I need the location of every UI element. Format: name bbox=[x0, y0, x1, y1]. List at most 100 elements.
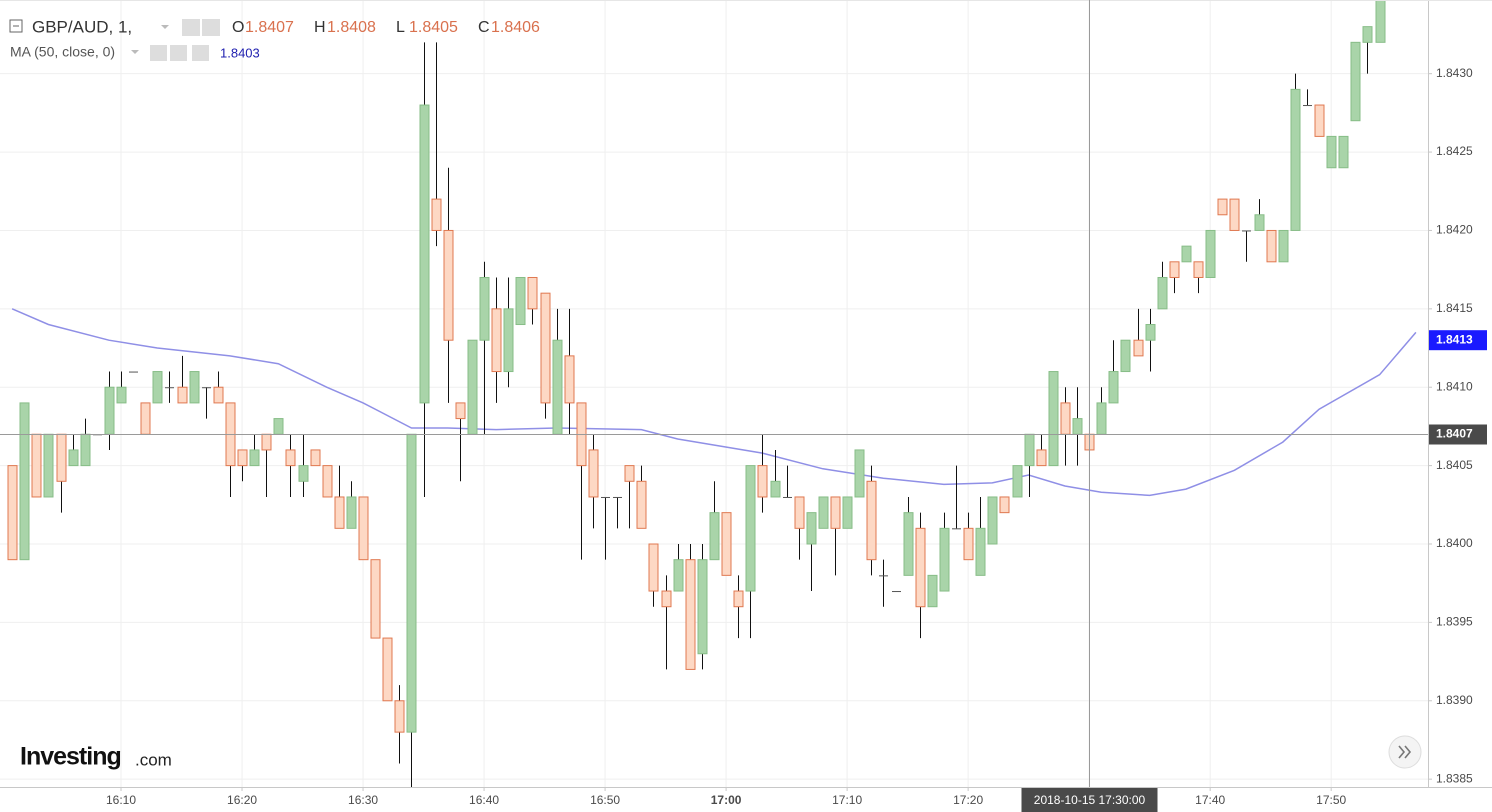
candle-body bbox=[927, 574, 938, 608]
candle-body bbox=[697, 559, 708, 655]
candle-body bbox=[540, 292, 551, 404]
y-tick-label: 1.8425 bbox=[1436, 144, 1473, 158]
candle-body bbox=[1096, 402, 1107, 435]
candle-body bbox=[892, 591, 901, 593]
candle-body bbox=[770, 480, 781, 498]
candle-body bbox=[358, 496, 369, 561]
candle-body bbox=[1072, 418, 1083, 435]
collapse-icon[interactable] bbox=[9, 19, 23, 33]
candle-body bbox=[1242, 230, 1251, 232]
candle-body bbox=[1217, 198, 1228, 216]
candle-body bbox=[177, 386, 188, 404]
candle-body bbox=[479, 276, 490, 341]
candle-body bbox=[129, 371, 138, 373]
y-tick-label: 1.8415 bbox=[1436, 301, 1473, 315]
candle-body bbox=[1326, 135, 1337, 169]
candle-body bbox=[661, 590, 672, 608]
candle-body bbox=[806, 512, 817, 545]
candle-body bbox=[152, 371, 163, 404]
ma-legend-name: MA (50, close, 0) bbox=[10, 44, 115, 60]
ohlc-label: H bbox=[314, 19, 326, 36]
x-tick-label: 16:50 bbox=[590, 793, 620, 807]
candle-body bbox=[165, 387, 174, 389]
y-tick-label: 1.8390 bbox=[1436, 693, 1473, 707]
candle-body bbox=[56, 433, 67, 482]
dropdown-icon[interactable] bbox=[131, 50, 139, 54]
candle-body bbox=[104, 386, 115, 435]
x-tick-label: 16:30 bbox=[348, 793, 378, 807]
candle-body bbox=[140, 402, 151, 435]
candle-body bbox=[322, 465, 333, 498]
candle-body bbox=[503, 308, 514, 373]
candle-body bbox=[1012, 465, 1023, 498]
ma-price-label: 1.8413 bbox=[1436, 332, 1473, 346]
eye-icon[interactable] bbox=[182, 19, 200, 36]
candle-body bbox=[866, 480, 877, 561]
candle-body bbox=[1314, 104, 1325, 137]
candle-body bbox=[794, 496, 805, 529]
candle-body bbox=[601, 496, 610, 498]
candle-body bbox=[915, 527, 926, 608]
y-tick-label: 1.8405 bbox=[1436, 458, 1473, 472]
candle-body bbox=[310, 449, 321, 467]
candle-body bbox=[1120, 339, 1131, 373]
candle-body bbox=[818, 496, 829, 529]
candle-body bbox=[757, 465, 768, 498]
ohlc-value: 1.8407 bbox=[245, 19, 294, 36]
candle-body bbox=[273, 418, 284, 435]
close-icon[interactable] bbox=[192, 45, 209, 61]
candle-body bbox=[1266, 229, 1277, 263]
logo-main: Investing bbox=[20, 743, 121, 771]
candle-body bbox=[189, 371, 200, 404]
candle-body bbox=[1350, 41, 1361, 122]
candle-body bbox=[987, 496, 998, 545]
candle-body bbox=[455, 402, 466, 420]
candle-body bbox=[685, 559, 696, 670]
candle-body bbox=[564, 355, 575, 404]
candle-body bbox=[213, 386, 224, 404]
candle-body bbox=[406, 433, 417, 733]
candle-body bbox=[588, 449, 599, 498]
candle-body bbox=[382, 637, 393, 702]
candle-body bbox=[1205, 229, 1216, 278]
candle-body bbox=[443, 229, 454, 341]
candle-body bbox=[783, 496, 792, 498]
candle-body bbox=[394, 700, 405, 733]
candle-body bbox=[879, 575, 888, 577]
y-tick-label: 1.8430 bbox=[1436, 66, 1473, 80]
candle-body bbox=[202, 387, 211, 389]
settings-icon[interactable] bbox=[202, 19, 220, 36]
x-tick-label: 16:20 bbox=[227, 793, 257, 807]
candle-body bbox=[68, 449, 79, 467]
candle-body bbox=[1108, 371, 1119, 404]
candle-body bbox=[745, 465, 756, 592]
ohlc-label: L bbox=[396, 19, 405, 36]
dropdown-icon[interactable] bbox=[161, 25, 169, 29]
candle-body bbox=[613, 496, 622, 498]
settings-icon[interactable] bbox=[170, 45, 187, 61]
candle-body bbox=[419, 104, 430, 404]
x-tick-label: 17:10 bbox=[832, 793, 862, 807]
ma-price-tag bbox=[1429, 330, 1487, 351]
candle-body bbox=[733, 590, 744, 608]
eye-icon[interactable] bbox=[150, 45, 167, 61]
candle-body bbox=[431, 198, 442, 231]
candle-body bbox=[1229, 198, 1240, 231]
crosshair-y-tag bbox=[1429, 424, 1487, 445]
candle-body bbox=[1375, 0, 1386, 43]
ohlc-label: C bbox=[478, 19, 490, 36]
ma-legend-value: 1.8403 bbox=[220, 45, 260, 60]
candle-body bbox=[1290, 88, 1301, 231]
candle-body bbox=[334, 496, 345, 529]
crosshair-x-label: 2018-10-15 17:30:00 bbox=[1034, 793, 1146, 807]
candle-body bbox=[1193, 261, 1204, 278]
ohlc-label: O bbox=[232, 19, 244, 36]
y-tick-label: 1.8410 bbox=[1436, 379, 1473, 393]
candle-body bbox=[939, 527, 950, 592]
x-tick-label: 17:50 bbox=[1316, 793, 1346, 807]
candle-body bbox=[636, 480, 647, 529]
candle-body bbox=[1133, 339, 1144, 357]
